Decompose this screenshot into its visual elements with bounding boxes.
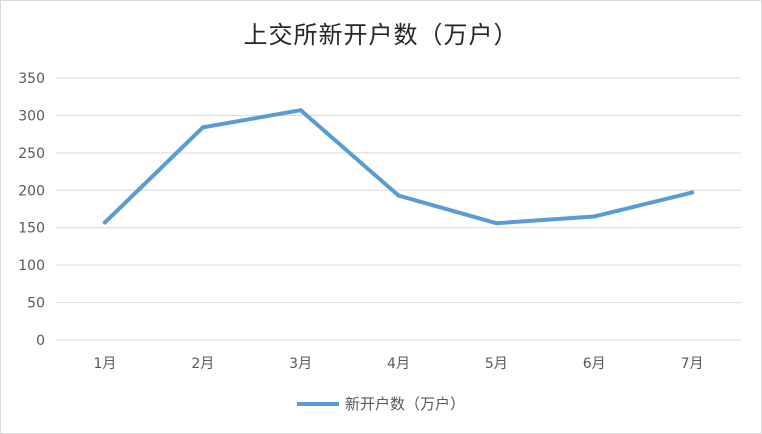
- x-tick-label: 4月: [387, 356, 410, 372]
- legend-label: 新开户数（万户）: [344, 395, 465, 413]
- x-tick-label: 7月: [681, 356, 704, 372]
- data-point: [102, 220, 107, 225]
- series-line: [102, 108, 695, 226]
- y-tick-label: 350: [18, 71, 45, 87]
- x-tick-label: 3月: [289, 356, 312, 372]
- data-point: [494, 221, 499, 226]
- data-point: [690, 190, 695, 195]
- x-tick-label: 6月: [583, 356, 606, 372]
- y-tick-label: 200: [18, 183, 45, 199]
- data-point: [298, 108, 303, 113]
- legend: 新开户数（万户）: [1, 393, 761, 414]
- legend-swatch: [296, 401, 339, 406]
- chart-title: 上交所新开户数（万户）: [243, 21, 519, 49]
- y-tick-label: 100: [18, 258, 45, 274]
- x-tick-label: 2月: [191, 356, 214, 372]
- x-tick-label: 1月: [93, 356, 116, 372]
- data-point: [200, 125, 205, 130]
- y-tick-label: 150: [18, 221, 45, 237]
- data-point: [592, 214, 597, 219]
- y-tick-label: 300: [18, 108, 45, 124]
- y-tick-label: 250: [18, 146, 45, 162]
- y-tick-label: 50: [27, 296, 45, 312]
- y-tick-label: 0: [36, 333, 45, 349]
- data-point: [396, 193, 401, 198]
- x-tick-label: 5月: [485, 356, 508, 372]
